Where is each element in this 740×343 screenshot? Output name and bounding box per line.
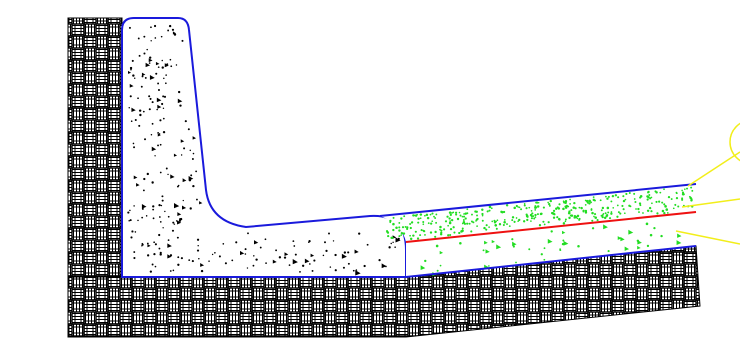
leader-line-1	[687, 151, 740, 187]
upper-layer-top-edge	[379, 183, 697, 217]
interface-line	[405, 211, 697, 243]
callout-circle	[729, 122, 740, 162]
concrete-speckle	[127, 24, 401, 276]
upper-layer	[380, 184, 696, 242]
layer-speckle	[385, 186, 694, 277]
l-shaped-concrete-base	[121, 17, 407, 278]
lower-layer	[406, 212, 696, 277]
lower-layer-bottom-edge	[405, 245, 697, 278]
leader-line-3	[675, 230, 740, 245]
leader-line-2	[681, 198, 740, 208]
soil-left-wall	[67, 17, 123, 278]
